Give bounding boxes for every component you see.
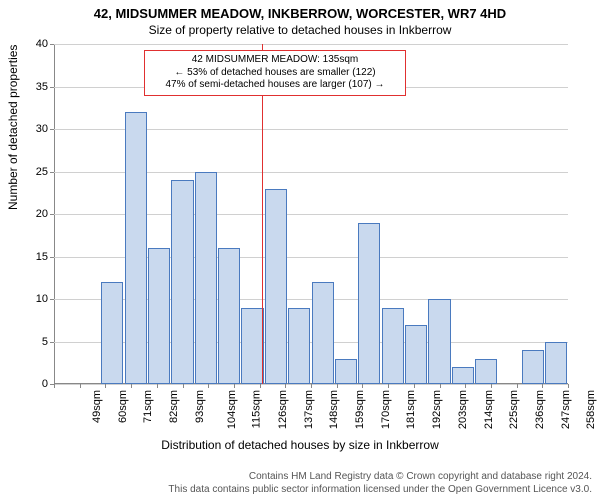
x-tick-label: 225sqm xyxy=(508,390,520,429)
x-tick-mark xyxy=(542,384,543,388)
footer-line3: This data contains public sector informa… xyxy=(168,484,592,497)
histogram-bar xyxy=(171,180,193,384)
x-tick-label: 258sqm xyxy=(585,390,597,429)
y-tick-mark xyxy=(50,257,54,258)
histogram-bar xyxy=(288,308,310,385)
histogram-bar xyxy=(241,308,263,385)
x-tick-label: 148sqm xyxy=(328,390,340,429)
histogram-bar xyxy=(382,308,404,385)
y-tick-mark xyxy=(50,44,54,45)
y-tick-label: 40 xyxy=(18,38,48,50)
x-tick-label: 93sqm xyxy=(194,390,206,423)
histogram-bar xyxy=(335,359,357,385)
footer-credits: Contains HM Land Registry data © Crown c… xyxy=(168,471,592,496)
histogram-bar xyxy=(358,223,380,385)
chart-subtitle: Size of property relative to detached ho… xyxy=(0,21,600,37)
x-tick-mark xyxy=(311,384,312,388)
histogram-bar xyxy=(101,282,123,384)
x-tick-mark xyxy=(362,384,363,388)
x-axis-label: Distribution of detached houses by size … xyxy=(0,438,600,452)
chart-container: 42, MIDSUMMER MEADOW, INKBERROW, WORCEST… xyxy=(0,0,600,500)
annotation-line1: 42 MIDSUMMER MEADOW: 135sqm xyxy=(151,54,399,67)
histogram-bar xyxy=(265,189,287,385)
annotation-line3: 47% of semi-detached houses are larger (… xyxy=(151,79,399,92)
x-tick-label: 115sqm xyxy=(251,390,263,428)
histogram-bar xyxy=(452,367,474,384)
x-tick-mark xyxy=(131,384,132,388)
y-tick-mark xyxy=(50,214,54,215)
grid-line xyxy=(54,44,568,45)
x-tick-label: 82sqm xyxy=(168,390,180,423)
chart-title-address: 42, MIDSUMMER MEADOW, INKBERROW, WORCEST… xyxy=(0,0,600,21)
histogram-bar xyxy=(195,172,217,385)
annotation-line2: ← 53% of detached houses are smaller (12… xyxy=(151,67,399,80)
y-tick-label: 30 xyxy=(18,123,48,135)
y-tick-label: 10 xyxy=(18,293,48,305)
histogram-bar xyxy=(428,299,450,384)
y-tick-mark xyxy=(50,299,54,300)
x-tick-label: 71sqm xyxy=(142,390,154,423)
x-tick-mark xyxy=(414,384,415,388)
x-tick-label: 49sqm xyxy=(91,390,103,423)
y-tick-label: 20 xyxy=(18,208,48,220)
x-tick-label: 247sqm xyxy=(560,390,572,429)
x-tick-label: 126sqm xyxy=(277,390,289,429)
histogram-bar xyxy=(522,350,544,384)
x-tick-mark xyxy=(234,384,235,388)
x-tick-mark xyxy=(105,384,106,388)
histogram-bar xyxy=(545,342,567,385)
x-tick-mark xyxy=(183,384,184,388)
plot-area: 051015202530354049sqm60sqm71sqm82sqm93sq… xyxy=(54,44,568,384)
x-tick-mark xyxy=(568,384,569,388)
x-tick-mark xyxy=(388,384,389,388)
x-tick-label: 181sqm xyxy=(406,390,418,429)
y-tick-mark xyxy=(50,87,54,88)
x-tick-mark xyxy=(80,384,81,388)
histogram-bar xyxy=(405,325,427,385)
x-tick-label: 203sqm xyxy=(457,390,469,429)
x-tick-label: 137sqm xyxy=(303,390,315,429)
x-tick-label: 192sqm xyxy=(431,390,443,429)
y-tick-label: 25 xyxy=(18,166,48,178)
x-tick-mark xyxy=(157,384,158,388)
x-tick-mark xyxy=(260,384,261,388)
y-tick-mark xyxy=(50,129,54,130)
histogram-bar xyxy=(475,359,497,385)
y-tick-label: 35 xyxy=(18,81,48,93)
x-tick-mark xyxy=(285,384,286,388)
y-tick-label: 0 xyxy=(18,378,48,390)
x-tick-mark xyxy=(337,384,338,388)
x-tick-label: 214sqm xyxy=(483,390,495,429)
histogram-bar xyxy=(218,248,240,384)
x-tick-mark xyxy=(440,384,441,388)
footer-line1: Contains HM Land Registry data © Crown c… xyxy=(168,471,592,484)
y-tick-label: 15 xyxy=(18,251,48,263)
x-tick-label: 236sqm xyxy=(534,390,546,429)
histogram-bar xyxy=(148,248,170,384)
x-tick-mark xyxy=(465,384,466,388)
histogram-bar xyxy=(312,282,334,384)
x-tick-label: 60sqm xyxy=(117,390,129,423)
x-tick-label: 104sqm xyxy=(226,390,238,429)
y-tick-mark xyxy=(50,342,54,343)
x-tick-mark xyxy=(54,384,55,388)
x-tick-mark xyxy=(208,384,209,388)
annotation-box: 42 MIDSUMMER MEADOW: 135sqm ← 53% of det… xyxy=(144,50,406,96)
x-tick-mark xyxy=(491,384,492,388)
x-tick-label: 159sqm xyxy=(354,390,366,429)
histogram-bar xyxy=(125,112,147,384)
x-tick-label: 170sqm xyxy=(380,390,392,429)
y-tick-label: 5 xyxy=(18,336,48,348)
x-tick-mark xyxy=(517,384,518,388)
y-tick-mark xyxy=(50,172,54,173)
